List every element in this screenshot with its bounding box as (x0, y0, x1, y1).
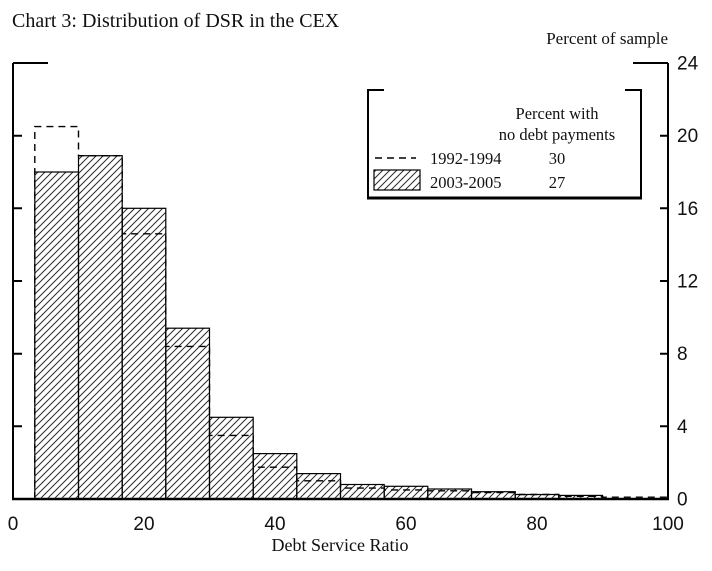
histogram-bar (34, 171, 80, 500)
right-axis-unit-label: Percent of sample (546, 29, 668, 48)
x-tick-label: 80 (526, 514, 547, 535)
histogram-bar (208, 416, 254, 500)
x-tick-label: 60 (395, 514, 416, 535)
y-tick-label: 0 (677, 490, 688, 511)
legend-value-2003-2005: 27 (549, 173, 566, 192)
y-tick-label: 8 (677, 344, 688, 365)
dashed-series-1992-1994 (34, 125, 668, 499)
legend-bracket-border (367, 89, 642, 198)
legend: Percent with no debt payments 1992-1994 … (367, 89, 642, 200)
x-axis-title: Debt Service Ratio (272, 535, 409, 555)
axis-tick-marks (13, 134, 668, 428)
y-axis-tick-labels: 0 4 8 12 16 20 24 (677, 54, 699, 511)
histogram-bar (165, 327, 211, 500)
legend-swatch-hatched-box (373, 169, 421, 191)
bars-2003-2005 (34, 155, 604, 500)
chart-title: Chart 3: Distribution of DSR in the CEX (12, 10, 340, 32)
y-tick-label: 20 (677, 126, 698, 147)
x-tick-label: 40 (264, 514, 285, 535)
y-tick-label: 16 (677, 199, 698, 220)
legend-label-1992-1994: 1992-1994 (430, 149, 502, 168)
x-tick-label: 100 (652, 514, 684, 535)
legend-header-line2: no debt payments (499, 125, 615, 144)
legend-header-line1: Percent with (516, 104, 600, 123)
legend-label-2003-2005: 2003-2005 (430, 173, 502, 192)
x-tick-label: 0 (8, 514, 19, 535)
histogram-bar (252, 453, 298, 500)
x-tick-label: 20 (133, 514, 154, 535)
y-tick-label: 4 (677, 417, 688, 438)
histogram-bar (383, 485, 429, 500)
histogram-bar (339, 483, 385, 500)
y-tick-label: 12 (677, 272, 698, 293)
histogram-bar (77, 155, 123, 500)
x-axis-tick-labels: 0 20 40 60 80 100 (8, 514, 684, 535)
histogram-bar (121, 207, 167, 500)
y-tick-label: 24 (677, 54, 699, 75)
legend-value-1992-1994: 30 (549, 149, 566, 168)
histogram-bar (296, 473, 342, 500)
